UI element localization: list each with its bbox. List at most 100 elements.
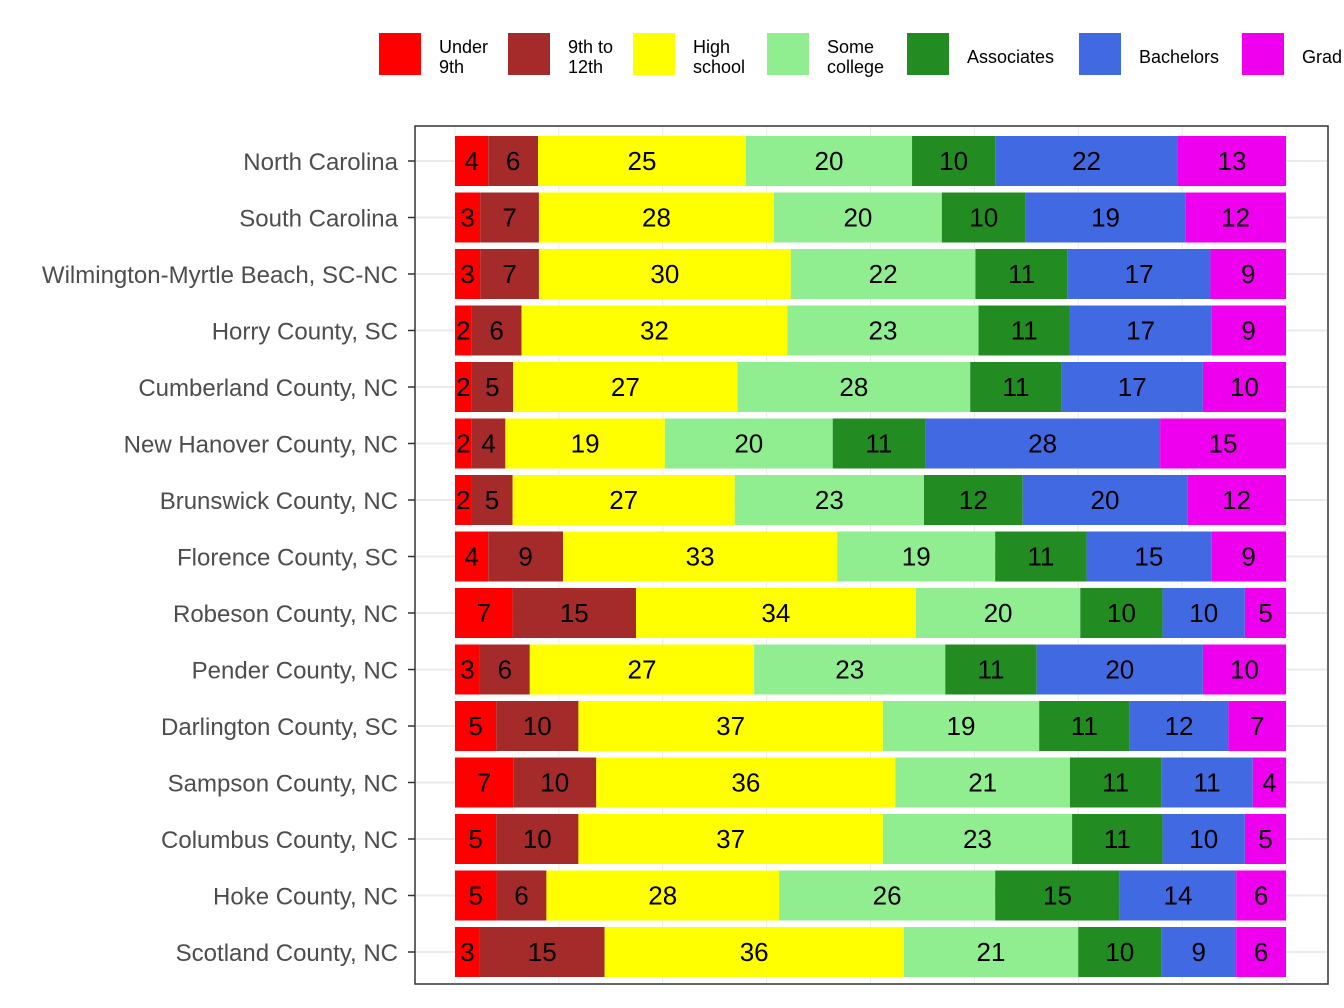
bar-segment-under-9th (455, 757, 514, 808)
bar-segment-some-college (664, 418, 833, 469)
data-label: 11 (1002, 372, 1029, 402)
bar-segment-grad (1177, 136, 1286, 186)
bar-row-new-hanover-county-nc: 2 4 19 20 11 28 15 (455, 418, 1286, 469)
data-label: 2 (456, 372, 470, 402)
bar-segment-grad (1211, 531, 1286, 582)
bar-segment-some-college (895, 757, 1070, 808)
data-label: 2 (456, 429, 470, 459)
data-label: 10 (1105, 937, 1134, 967)
bar-segment-9th-to-12th (479, 927, 605, 977)
bar-segment-associates (941, 192, 1026, 243)
data-label: 5 (485, 485, 499, 515)
data-label: 5 (1258, 598, 1272, 628)
data-label: 22 (1072, 146, 1101, 176)
bar-segment-9th-to-12th (488, 136, 539, 186)
data-label: 9 (1241, 542, 1255, 572)
bar-segment-high-school (596, 757, 896, 808)
bar-segment-under-9th (455, 249, 481, 299)
bar-segment-9th-to-12th (471, 418, 506, 469)
bar-segment-bachelors (1162, 588, 1245, 638)
data-label: 25 (628, 146, 657, 176)
bar-segment-some-college (773, 192, 942, 243)
data-label: 4 (481, 429, 495, 459)
data-label: 10 (1230, 372, 1259, 402)
data-label: 15 (528, 937, 557, 967)
data-label: 28 (1028, 429, 1057, 459)
bar-segment-high-school (578, 814, 883, 864)
data-label: 30 (650, 259, 679, 289)
bar-segment-associates (912, 136, 996, 186)
data-label: 10 (523, 824, 552, 854)
bar-segment-bachelors (1061, 362, 1203, 412)
data-label: 22 (869, 259, 898, 289)
bar-segment-associates (1080, 588, 1163, 638)
data-label: 34 (761, 598, 790, 628)
data-label: 4 (464, 542, 478, 572)
bar-segment-bachelors (995, 136, 1178, 186)
bar-row-sampson-county-nc: 7 10 36 21 11 11 4 (455, 757, 1286, 808)
legend-item-grad: Grad (1242, 33, 1342, 75)
data-label: 11 (1071, 711, 1098, 741)
bar-segment-bachelors (1129, 701, 1229, 751)
bar-segment-high-school (604, 927, 904, 977)
data-label: 6 (1254, 881, 1268, 911)
data-label: 20 (1091, 485, 1120, 515)
data-label: 2 (456, 485, 470, 515)
category-axis: North Carolina South Carolina Wilmington-M… (42, 149, 415, 967)
data-label: 5 (1258, 824, 1272, 854)
data-label: 7 (502, 259, 516, 289)
data-label: 11 (977, 655, 1004, 685)
bar-segment-high-school (563, 531, 838, 582)
bar-segment-under-9th (455, 192, 481, 243)
bar-segment-under-9th (455, 531, 489, 582)
data-label: 2 (456, 316, 470, 346)
legend-label: Bachelors (1139, 47, 1219, 67)
bar-segment-bachelors (1162, 814, 1245, 864)
data-label: 19 (947, 711, 976, 741)
data-label: 7 (477, 768, 491, 798)
bar-segment-high-school (636, 588, 916, 638)
bar-segment-high-school (505, 418, 665, 469)
data-label: 20 (843, 203, 872, 233)
data-label: 5 (485, 372, 499, 402)
bar-segment-associates (995, 531, 1087, 582)
bar-segment-bachelors (925, 418, 1161, 469)
bar-segment-under-9th (455, 475, 472, 525)
bar-segment-grad (1244, 588, 1286, 638)
data-label: 11 (865, 429, 892, 459)
category-label: South Carolina (239, 206, 398, 233)
bar-segment-high-school (538, 249, 791, 299)
legend-label: Grad (1302, 47, 1342, 67)
data-label: 19 (571, 429, 600, 459)
bar-segment-some-college (734, 475, 924, 525)
bar-segment-grad (1236, 927, 1286, 977)
bar-segment-under-9th (455, 136, 489, 186)
data-label: 23 (869, 316, 898, 346)
bar-segment-some-college (790, 249, 976, 299)
legend-swatch (907, 33, 949, 75)
bars: 4 6 25 20 10 22 133 7 28 20 10 19 123 7 30 22 11 17 92 6 32 2… (455, 136, 1286, 977)
bar-segment-under-9th (455, 588, 513, 638)
data-label: 4 (1262, 768, 1276, 798)
data-label: 15 (1043, 881, 1072, 911)
bar-segment-9th-to-12th (471, 362, 514, 412)
category-label: Pender County, NC (192, 658, 398, 685)
bar-segment-under-9th (455, 814, 497, 864)
category-label: Cumberland County, NC (138, 375, 398, 402)
data-label: 5 (468, 711, 482, 741)
data-label: 4 (464, 146, 478, 176)
data-label: 27 (628, 655, 657, 685)
bar-segment-grad (1210, 249, 1286, 299)
bar-segment-under-9th (455, 305, 472, 356)
data-label: 26 (873, 881, 902, 911)
data-label: 21 (968, 768, 997, 798)
bar-row-cumberland-county-nc: 2 5 27 28 11 17 10 (455, 362, 1286, 412)
data-label: 15 (1134, 542, 1163, 572)
data-label: 32 (640, 316, 669, 346)
data-label: 37 (716, 824, 745, 854)
data-label: 12 (959, 485, 988, 515)
bar-segment-grad (1187, 475, 1286, 525)
category-label: Hoke County, NC (213, 884, 398, 911)
bar-segment-some-college (737, 362, 971, 412)
